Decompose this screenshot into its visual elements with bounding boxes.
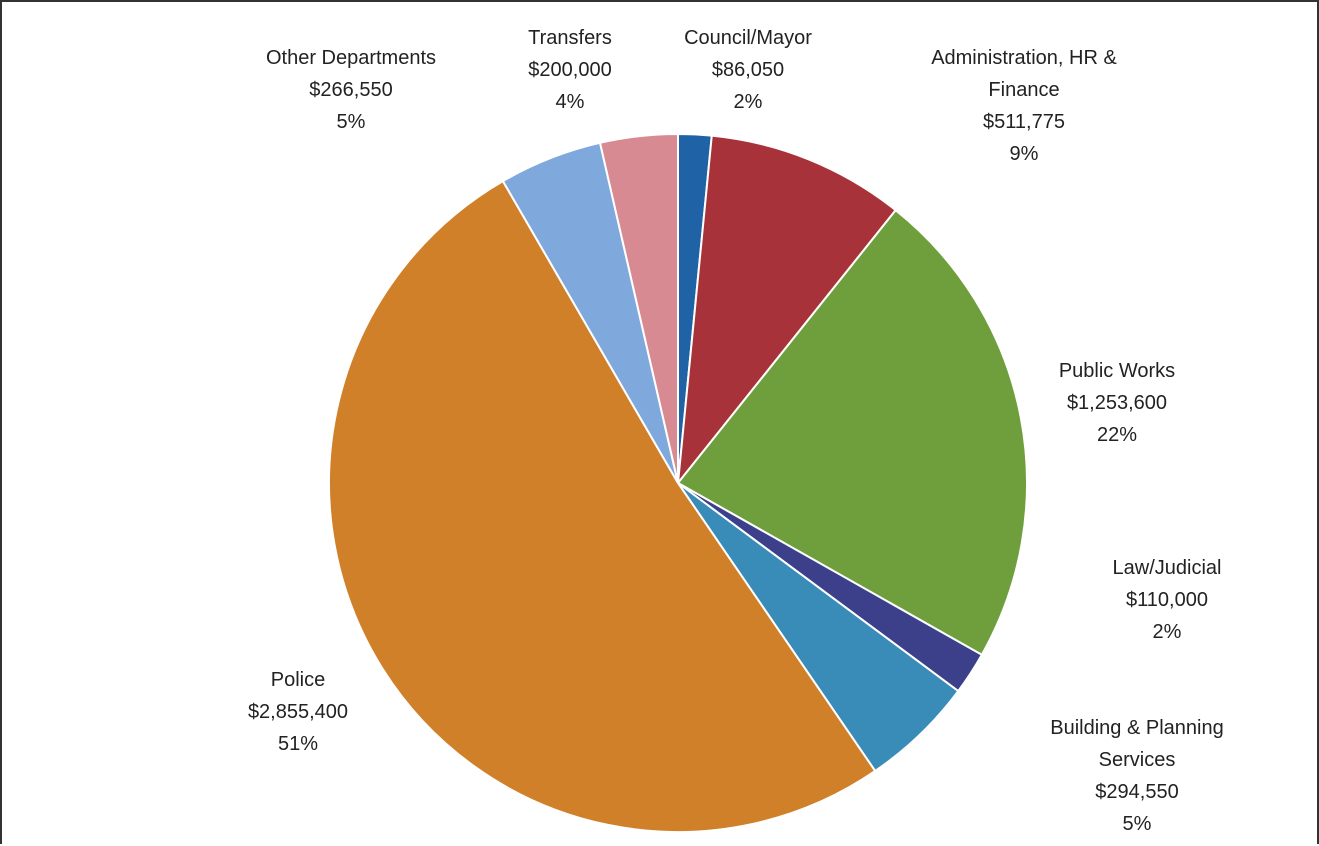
pie-slice-administration-hr-finance <box>676 134 898 487</box>
slice-label-name: Police <box>271 669 325 691</box>
slice-label-value: $511,775 <box>983 111 1065 133</box>
slice-label-name: Finance <box>988 79 1059 101</box>
slice-label-value: $2,855,400 <box>248 701 348 723</box>
slice-label-percent: 2% <box>1153 621 1182 643</box>
pie-slice-public-works <box>676 208 1028 657</box>
slice-label-value: $1,253,600 <box>1067 392 1167 414</box>
slice-label-law-judicial: Law/Judicial $110,000 2% <box>1113 557 1222 643</box>
pie-slices <box>328 132 1028 833</box>
slice-label-building-planning-services: Building & Planning Services $294,550 5% <box>1050 717 1223 835</box>
slice-label-name: Services <box>1099 749 1176 771</box>
slice-label-name: Council/Mayor <box>684 27 812 49</box>
slice-label-percent: 5% <box>1123 813 1152 835</box>
slice-label-name: Law/Judicial <box>1113 557 1222 579</box>
slice-label-percent: 5% <box>337 111 366 133</box>
slice-label-value: $200,000 <box>528 59 611 81</box>
slice-label-public-works: Public Works $1,253,600 22% <box>1059 360 1175 446</box>
slice-label-council-mayor: Council/Mayor $86,050 2% <box>684 27 812 113</box>
slice-label-value: $110,000 <box>1126 589 1208 611</box>
pie-slice-police <box>328 179 877 833</box>
slice-label-percent: 4% <box>556 91 585 113</box>
slice-label-administration-hr-finance: Administration, HR & Finance $511,775 9% <box>931 47 1117 165</box>
slice-label-name: Transfers <box>528 27 612 49</box>
slice-label-name: Building & Planning <box>1050 717 1223 739</box>
slice-label-value: $86,050 <box>712 59 784 81</box>
slice-label-value: $266,550 <box>309 79 392 101</box>
slice-label-other-departments: Other Departments $266,550 5% <box>266 47 436 133</box>
pie-slice-transfers <box>598 132 679 484</box>
slice-label-percent: 9% <box>1010 143 1039 165</box>
pie-labels: Council/Mayor $86,050 2% Administration, HR… <box>248 27 1224 835</box>
slice-label-percent: 51% <box>278 733 318 755</box>
slice-label-value: $294,550 <box>1095 781 1178 803</box>
slice-label-name: Other Departments <box>266 47 436 69</box>
slice-label-transfers: Transfers $200,000 4% <box>528 27 612 113</box>
slice-label-percent: 2% <box>734 91 763 113</box>
slice-label-name: Public Works <box>1059 360 1175 382</box>
slice-label-name: Administration, HR & <box>931 47 1117 69</box>
slice-label-percent: 22% <box>1097 424 1137 446</box>
slice-label-police: Police $2,855,400 51% <box>248 669 348 755</box>
